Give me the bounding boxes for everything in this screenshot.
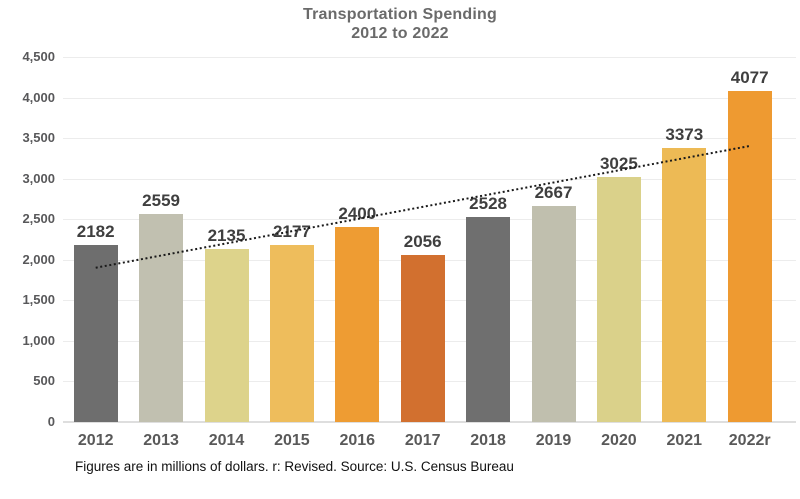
y-tick-label: 500 [33, 373, 55, 389]
x-category-label: 2018 [470, 432, 506, 449]
x-category-label: 2020 [601, 432, 637, 449]
bar-value-label: 2177 [272, 222, 311, 242]
bar-2016 [335, 227, 380, 422]
x-axis-line [63, 421, 796, 423]
bar-value-label: 2135 [207, 225, 246, 245]
y-tick-label: 1,000 [22, 332, 55, 348]
bar-value-label: 3373 [665, 125, 704, 145]
y-tick-label: 0 [47, 414, 55, 429]
x-category-label: 2014 [208, 432, 245, 449]
y-tick-label: 3,500 [22, 130, 55, 146]
bar-2013 [139, 214, 184, 422]
bar-value-label: 2528 [469, 193, 507, 213]
y-tick-label: 2,500 [22, 211, 55, 227]
bar-2014 [204, 248, 249, 422]
x-category-label: 2016 [339, 432, 376, 449]
y-tick-label: 4,000 [22, 89, 55, 105]
bar-2018 [466, 216, 511, 422]
chart-title: Transportation Spending 2012 to 2022 [0, 5, 800, 43]
bar-2021 [662, 148, 707, 422]
y-tick-label: 3,000 [22, 170, 55, 186]
source-note: Figures are in millions of dollars. r: R… [75, 459, 514, 474]
x-category-label: 2015 [274, 432, 310, 449]
chart-title-line1: Transportation Spending [303, 6, 497, 23]
bar-value-label: 2056 [403, 232, 442, 252]
x-category-label: 2022r [728, 432, 771, 449]
bar-value-label: 2400 [338, 204, 377, 224]
bar-value-label: 4077 [730, 68, 769, 88]
x-category-label: 2019 [535, 432, 572, 449]
gridline [63, 57, 796, 58]
gridline [63, 138, 796, 140]
y-tick-label: 4,500 [22, 49, 55, 64]
bar-value-label: 2559 [142, 191, 180, 211]
bar-2017 [400, 255, 445, 422]
gridline [63, 97, 796, 99]
bar-value-label: 2667 [534, 182, 573, 202]
bar-value-label: 2182 [76, 222, 115, 241]
y-tick-label: 2,000 [22, 251, 55, 267]
x-category-label: 2012 [77, 432, 114, 449]
x-category-label: 2017 [404, 432, 441, 449]
chart-title-line2: 2012 to 2022 [351, 25, 449, 42]
y-tick-label: 1,500 [22, 292, 55, 308]
bar-2022r [727, 91, 772, 422]
bar-2020 [596, 176, 641, 422]
x-category-label: 2013 [143, 432, 179, 449]
bar-2012 [73, 245, 118, 422]
bar-2015 [269, 245, 314, 422]
x-category-label: 2021 [666, 432, 703, 449]
bar-value-label: 3025 [599, 153, 638, 173]
bar-2019 [531, 205, 576, 422]
